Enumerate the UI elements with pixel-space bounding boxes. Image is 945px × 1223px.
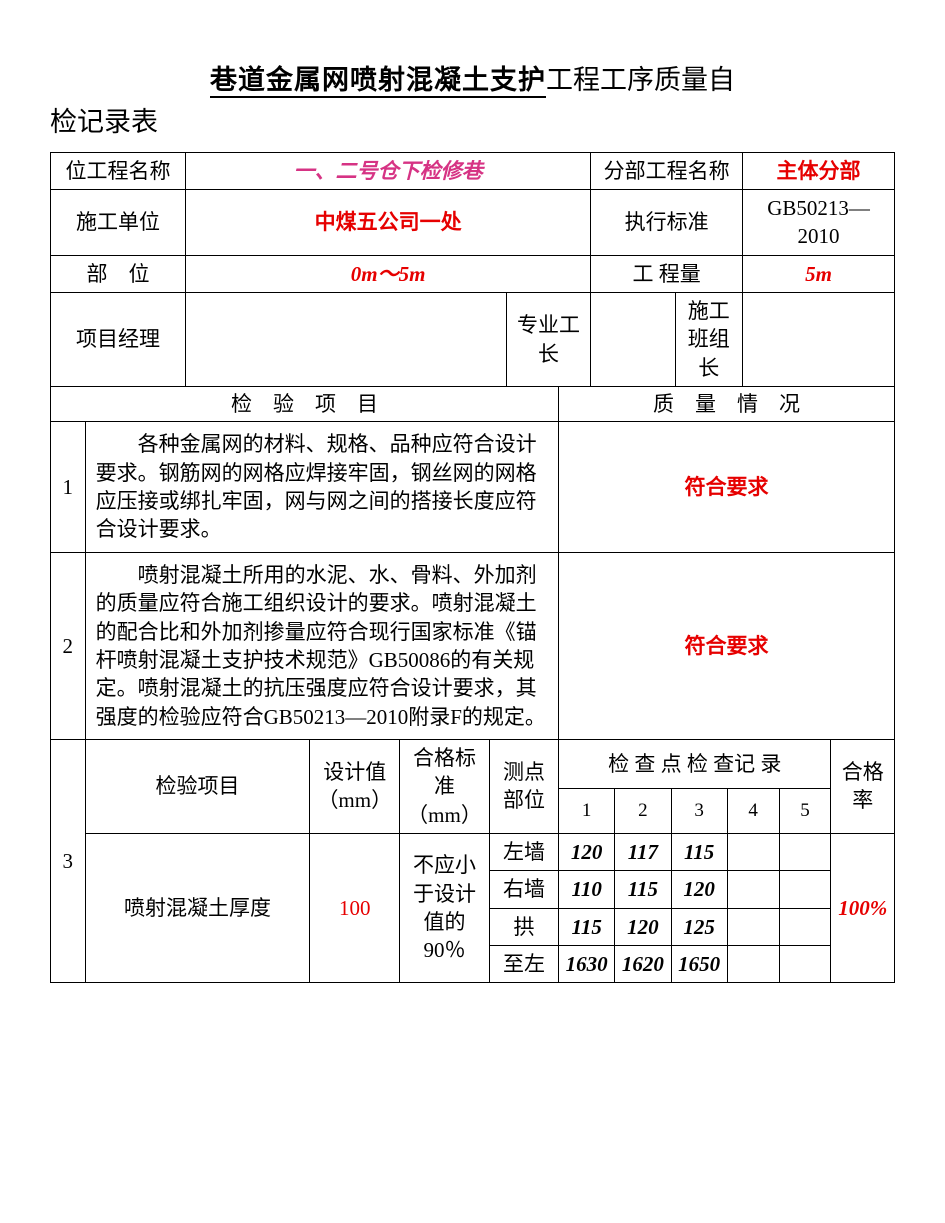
row3-col-3: 3	[671, 788, 727, 833]
row3-v-r4c2: 1620	[622, 952, 664, 976]
row3-h-std: 合格标准（mm）	[400, 739, 490, 833]
row3-col-1: 1	[559, 788, 615, 833]
row1-result: 符合要求	[685, 475, 769, 499]
row3-v-r3c1: 115	[571, 915, 601, 939]
section-header-right: 质 量 情 况	[559, 387, 895, 422]
row3-col-2: 2	[615, 788, 671, 833]
row3-pos-3: 拱	[489, 908, 558, 945]
row3-v-r4c3: 1650	[678, 952, 720, 976]
hdr-label-project-name: 位工程名称	[51, 152, 186, 189]
row3-v-r3c2: 120	[627, 915, 659, 939]
row3-pos-4: 至左	[489, 945, 558, 982]
hdr-label-subpart: 分部工程名称	[591, 152, 743, 189]
row3-h-design: 设计值（mm）	[310, 739, 400, 833]
row3-rate: 100%	[838, 896, 887, 920]
section-header-left: 检 验 项 目	[51, 387, 559, 422]
row3-v-r1c1: 120	[571, 840, 603, 864]
row3-v-r2c3: 120	[683, 877, 715, 901]
hdr-val-foreman	[591, 293, 675, 387]
row3-h-rate: 合格率	[831, 739, 895, 833]
row3-v-r1c2: 117	[628, 840, 658, 864]
title-rest2: 检记录表	[50, 107, 158, 137]
row3-item-name: 喷射混凝土厚度	[85, 833, 310, 982]
row3-v-r2c2: 115	[628, 877, 658, 901]
row3-pos-1: 左墙	[489, 833, 558, 870]
row2-result: 符合要求	[685, 634, 769, 658]
hdr-val-contractor: 中煤五公司一处	[315, 210, 462, 234]
hdr-label-standard: 执行标准	[591, 190, 743, 256]
row3-h-item: 检验项目	[85, 739, 310, 833]
hdr-label-contractor: 施工单位	[51, 190, 186, 256]
row3-col-4: 4	[727, 788, 779, 833]
hdr-val-standard: GB50213—2010	[743, 190, 895, 256]
hdr-val-location: 0m～5m	[351, 262, 426, 286]
row3-v-r2c1: 110	[571, 877, 601, 901]
page-title: 巷道金属网喷射混凝土支护工程工序质量自 检记录表	[50, 60, 895, 144]
row3-pos-2: 右墙	[489, 871, 558, 908]
hdr-val-pm	[186, 293, 507, 387]
hdr-label-foreman: 专业工长	[506, 293, 590, 387]
hdr-label-location: 部 位	[51, 255, 186, 292]
hdr-val-subpart: 主体分部	[777, 159, 861, 183]
title-rest1: 工程工序质量自	[546, 65, 735, 95]
row1-num: 1	[51, 422, 86, 552]
row3-v-r3c3: 125	[683, 915, 715, 939]
hdr-label-pm: 项目经理	[51, 293, 186, 387]
hdr-val-project-name: 一、二号仓下检修巷	[294, 159, 483, 183]
row3-v-r1c3: 115	[684, 840, 714, 864]
row3-design-val: 100	[339, 896, 371, 920]
row2-text: 喷射混凝土所用的水泥、水、骨料、外加剂的质量应符合施工组织设计的要求。喷射混凝土…	[85, 552, 558, 739]
row3-h-pos: 测点部位	[489, 739, 558, 833]
row3-std-text: 不应小于设计值的90％	[400, 833, 490, 982]
row3-num: 3	[51, 739, 86, 982]
row2-num: 2	[51, 552, 86, 739]
hdr-val-teamlead	[743, 293, 895, 387]
hdr-val-quantity: 5m	[805, 262, 832, 286]
header-table: 位工程名称 一、二号仓下检修巷 分部工程名称 主体分部 施工单位 中煤五公司一处…	[50, 152, 895, 387]
title-underlined: 巷道金属网喷射混凝土支护	[210, 65, 546, 98]
row3-h-record: 检 查 点 检 查记 录	[559, 739, 831, 788]
row3-v-r4c1: 1630	[566, 952, 608, 976]
hdr-label-quantity: 工 程量	[591, 255, 743, 292]
row1-text: 各种金属网的材料、规格、品种应符合设计要求。钢筋网的网格应焊接牢固，钢丝网的网格…	[85, 422, 558, 552]
hdr-label-teamlead: 施工班组长	[675, 293, 743, 387]
row3-col-5: 5	[779, 788, 831, 833]
main-table: 检 验 项 目 质 量 情 况 1 各种金属网的材料、规格、品种应符合设计要求。…	[50, 387, 895, 983]
